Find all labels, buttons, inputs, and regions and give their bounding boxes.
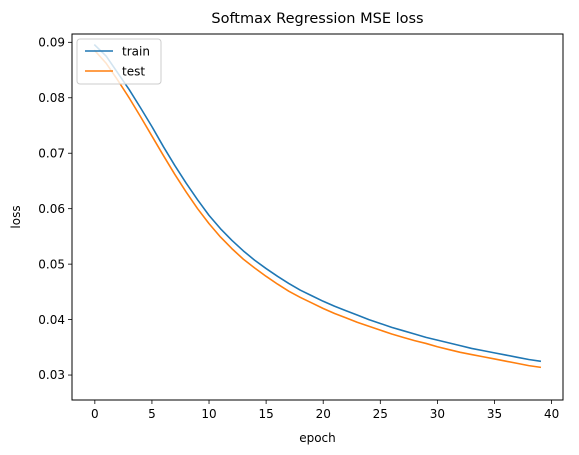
plot-area	[93, 43, 542, 369]
series-line-test	[93, 49, 542, 369]
chart-title: Softmax Regression MSE loss	[211, 11, 423, 27]
x-axis-label: epoch	[299, 431, 336, 445]
y-tick-label: 0.09	[38, 36, 65, 50]
legend: train test	[76, 38, 162, 85]
x-tick-label: 5	[148, 407, 156, 421]
legend-label-train: train	[122, 44, 150, 58]
plot-frame	[71, 33, 564, 401]
x-tick-label: 10	[201, 407, 216, 421]
y-tick-label: 0.04	[38, 313, 65, 327]
x-tick-label: 30	[430, 407, 445, 421]
x-tick-label: 25	[373, 407, 388, 421]
x-axis: 0 5 10 15 20 25 30 35 40	[91, 400, 559, 421]
x-tick-label: 35	[487, 407, 502, 421]
x-tick-label: 15	[258, 407, 273, 421]
y-tick-label: 0.06	[38, 202, 65, 216]
y-axis-label: loss	[9, 205, 23, 228]
x-tick-label: 20	[316, 407, 331, 421]
y-tick-label: 0.08	[38, 91, 65, 105]
x-tick-label: 0	[91, 407, 99, 421]
x-tick-label: 40	[544, 407, 559, 421]
y-tick-label: 0.07	[38, 146, 65, 160]
legend-label-test: test	[122, 64, 145, 78]
y-axis: 0.03 0.04 0.05 0.06 0.07 0.08 0.09	[38, 36, 72, 382]
series-line-train	[93, 43, 542, 363]
y-tick-label: 0.05	[38, 257, 65, 271]
y-tick-label: 0.03	[38, 368, 65, 382]
